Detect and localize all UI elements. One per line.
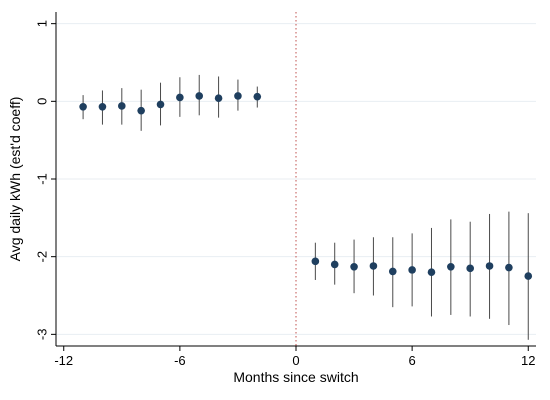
y-tick-label: 1 (35, 20, 50, 27)
x-axis-title: Months since switch (233, 369, 358, 385)
x-tick-label: 6 (409, 353, 416, 368)
data-point (524, 272, 533, 280)
data-point (447, 262, 455, 271)
data-point (505, 263, 513, 272)
data-point (408, 266, 416, 274)
data-point (234, 92, 242, 100)
data-points (79, 92, 533, 280)
x-tick-label: 12 (521, 353, 535, 368)
data-point (118, 102, 126, 110)
data-point (176, 93, 184, 102)
data-point (98, 102, 107, 111)
x-tick-label: 0 (292, 353, 299, 368)
x-axis: -12 -6 0 6 12 (54, 345, 536, 368)
y-axis: 1 0 -1 -2 -3 (35, 12, 57, 346)
x-tick-label: -6 (174, 353, 186, 368)
data-point (137, 106, 145, 115)
data-point (214, 94, 223, 103)
data-point (330, 260, 339, 269)
y-tick-label: 0 (35, 98, 50, 105)
data-point (388, 267, 397, 276)
x-tick-label: -12 (54, 353, 73, 368)
data-point (485, 262, 494, 270)
data-point (350, 262, 358, 271)
data-point (195, 92, 204, 100)
data-point (253, 92, 262, 101)
error-bars (82, 74, 529, 340)
y-axis-title: Avg daily kWh (est'd coeff) (7, 97, 23, 262)
data-point (79, 102, 87, 111)
y-tick-label: -3 (35, 329, 50, 341)
data-point (427, 268, 436, 277)
grid-lines (56, 23, 536, 335)
data-point (311, 257, 320, 266)
data-point (466, 264, 474, 273)
data-point (156, 100, 165, 109)
y-tick-label: -2 (35, 251, 50, 263)
y-tick-label: -1 (35, 173, 50, 185)
data-point (369, 262, 378, 270)
